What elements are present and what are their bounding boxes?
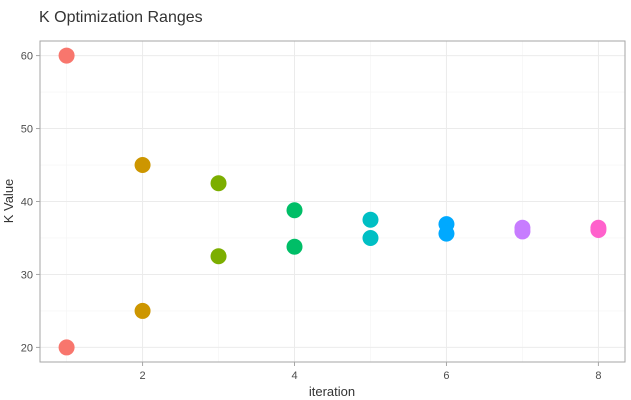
y-tick-label: 50	[21, 124, 33, 136]
y-tick-label: 60	[21, 51, 33, 63]
data-point	[362, 229, 379, 246]
x-tick-label: 4	[291, 370, 297, 382]
data-point	[362, 211, 379, 228]
axis-ticks: 2 4 6 8 20 30 40 50 60	[21, 51, 602, 382]
y-tick-label: 20	[21, 342, 33, 354]
data-point	[58, 47, 75, 64]
x-tick-label: 2	[140, 370, 146, 382]
grid	[40, 41, 625, 362]
data-point	[514, 223, 531, 240]
data-points	[58, 47, 607, 356]
data-point	[134, 302, 151, 319]
x-tick-label: 8	[595, 370, 601, 382]
data-point	[286, 238, 303, 255]
chart-title: K Optimization Ranges	[39, 9, 203, 26]
data-point	[438, 225, 455, 242]
y-tick-label: 30	[21, 269, 33, 281]
data-point	[210, 175, 227, 192]
y-axis-title: K Value	[1, 179, 16, 224]
y-tick-label: 40	[21, 197, 33, 209]
data-point	[134, 157, 151, 174]
x-axis-title: iteration	[309, 384, 355, 399]
data-point	[58, 339, 75, 356]
data-point	[590, 221, 607, 238]
data-point	[210, 248, 227, 265]
x-tick-label: 6	[443, 370, 449, 382]
data-point	[286, 202, 303, 219]
